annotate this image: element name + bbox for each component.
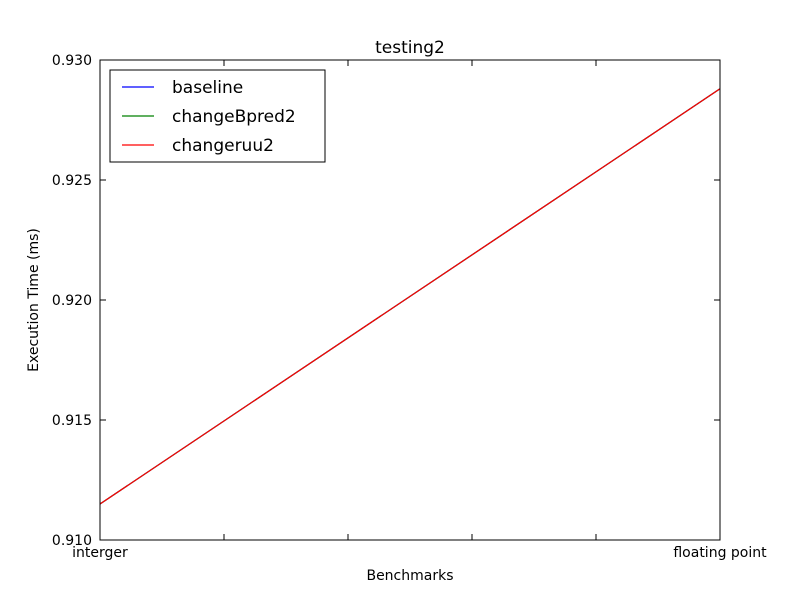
y-axis-label: Execution Time (ms) [26,228,42,372]
y-tick-label: 0.920 [52,293,92,309]
x-tick-label: interger [72,545,128,561]
series-line-changeruu2 [99,88,721,505]
legend-label-baseline: baseline [172,78,243,98]
series-layer [99,88,721,505]
legend-items: baseline changeBpred2 changeruu2 [122,78,296,156]
x-tick-label: floating point [673,545,767,561]
plot-area-frame [99,59,721,541]
x-axis-label: Benchmarks [366,568,453,584]
legend-label-changeruu2: changeruu2 [172,136,274,156]
legend-box [109,69,326,163]
y-tick-label: 0.930 [52,53,92,69]
chart-title: testing2 [375,38,445,58]
x-ticks: interger floating point [72,60,767,561]
y-tick-label: 0.910 [52,533,92,549]
legend: baseline changeBpred2 changeruu2 [109,69,326,163]
legend-label-changeBpred2: changeBpred2 [172,107,296,127]
y-tick-label: 0.925 [52,173,92,189]
y-tick-label: 0.915 [52,413,92,429]
